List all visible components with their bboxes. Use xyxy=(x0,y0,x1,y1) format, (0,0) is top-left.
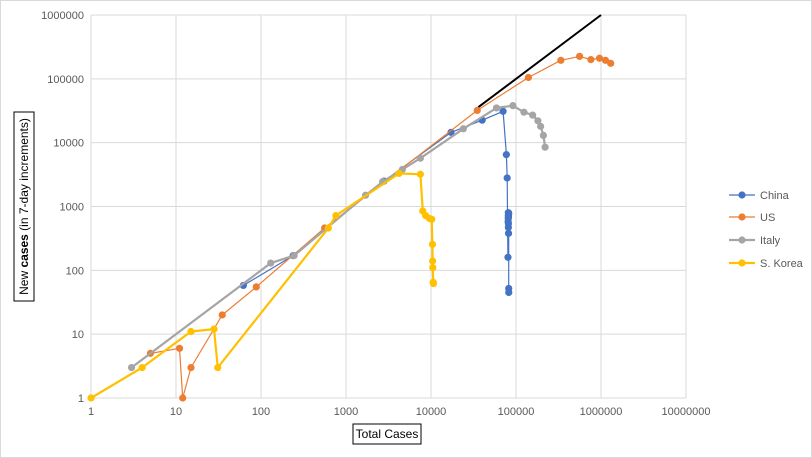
data-point-s-korea xyxy=(429,279,438,288)
data-point-italy xyxy=(127,363,136,372)
x-tick-label: 10 xyxy=(170,406,182,418)
y-tick-label: 100000 xyxy=(47,74,84,86)
data-point-us xyxy=(587,56,595,64)
data-point-china xyxy=(447,128,455,136)
reference-line-layer xyxy=(477,14,602,108)
legend-item-s-korea: S. Korea xyxy=(729,258,804,270)
data-point-s-korea xyxy=(416,170,424,178)
legend-label: China xyxy=(760,190,790,202)
data-point-italy xyxy=(416,154,424,162)
y-axis-title-bold: cases xyxy=(17,234,31,268)
data-point-china xyxy=(499,107,507,115)
data-point-s-korea xyxy=(214,363,222,372)
data-point-italy xyxy=(459,125,467,133)
data-point-italy xyxy=(509,102,517,110)
y-tick-label: 1000 xyxy=(60,202,84,214)
y-tick-label: 1000000 xyxy=(41,10,84,22)
y-tick-label: 10 xyxy=(72,329,84,341)
x-tick-label: 10000000 xyxy=(662,406,711,418)
y-axis-title: New cases (in 7-day increments) xyxy=(13,111,35,302)
x-tick-label: 100000 xyxy=(498,406,535,418)
y-axis-title-text: New cases (in 7-day increments) xyxy=(17,118,31,295)
data-point-s-korea xyxy=(429,257,437,265)
data-point-china xyxy=(503,174,511,182)
legend-item-china: China xyxy=(729,190,790,202)
data-point-italy xyxy=(267,259,275,267)
data-point-s-korea xyxy=(324,224,332,232)
legend-item-italy: Italy xyxy=(729,235,781,247)
legend-swatch-marker xyxy=(738,191,746,199)
x-tick-label: 1000000 xyxy=(580,406,623,418)
data-point-us xyxy=(218,311,226,319)
data-point-us xyxy=(187,363,195,372)
legend: China US Italy S. Korea xyxy=(729,190,804,270)
x-axis-title: Total Cases xyxy=(352,423,422,445)
data-point-us xyxy=(575,52,584,60)
x-tick-label: 1000 xyxy=(334,406,358,418)
data-point-china xyxy=(504,229,513,237)
legend-swatch-marker xyxy=(738,259,746,267)
data-point-s-korea xyxy=(187,327,195,336)
data-point-us xyxy=(179,394,187,402)
series-us xyxy=(146,52,615,402)
y-axis-title-post: (in 7-day increments) xyxy=(17,118,31,234)
data-point-us xyxy=(473,106,481,115)
data-point-italy xyxy=(539,131,547,139)
x-tick-label: 100 xyxy=(252,406,270,418)
data-point-s-korea xyxy=(138,363,146,372)
data-point-s-korea xyxy=(428,240,437,248)
y-tick-label: 1 xyxy=(78,393,84,405)
reference-line xyxy=(477,14,602,108)
legend-label: Italy xyxy=(760,235,781,247)
legend-swatch-marker xyxy=(738,236,746,244)
data-point-s-korea xyxy=(428,215,436,223)
data-point-italy xyxy=(541,143,549,151)
data-point-s-korea xyxy=(210,325,218,333)
data-point-china xyxy=(504,219,513,228)
data-point-italy xyxy=(492,104,501,112)
x-tick-label: 1 xyxy=(88,406,94,418)
x-tick-label: 10000 xyxy=(416,406,447,418)
y-axis-title-pre: New xyxy=(17,268,31,295)
data-point-us xyxy=(557,56,565,64)
data-point-s-korea xyxy=(395,169,403,178)
y-tick-labels: 1 10 100 1000 10000 100000 1000000 xyxy=(41,10,84,405)
data-point-china xyxy=(505,209,513,217)
data-point-italy xyxy=(529,111,537,119)
legend-label: S. Korea xyxy=(760,258,804,270)
series-s-korea xyxy=(87,169,438,402)
data-point-us xyxy=(607,59,615,67)
legend-label: US xyxy=(760,212,775,224)
data-point-china xyxy=(505,288,513,297)
legend-item-us: US xyxy=(729,212,775,224)
data-point-s-korea xyxy=(87,394,95,402)
legend-swatch-marker xyxy=(738,213,746,221)
data-point-italy xyxy=(537,122,545,130)
data-point-italy xyxy=(290,252,298,260)
data-point-us xyxy=(175,344,184,352)
series-layer xyxy=(87,52,615,402)
data-point-s-korea xyxy=(332,212,340,220)
data-point-china xyxy=(504,253,512,261)
data-point-italy xyxy=(520,108,528,116)
data-point-china xyxy=(502,151,510,159)
data-point-italy xyxy=(534,117,542,125)
data-point-us xyxy=(252,283,260,291)
data-point-s-korea xyxy=(429,264,437,272)
x-axis-title-text: Total Cases xyxy=(356,427,419,441)
data-point-us xyxy=(595,54,604,62)
y-tick-label: 100 xyxy=(66,265,84,277)
data-point-us xyxy=(524,73,533,82)
x-tick-labels: 1 10 100 1000 10000 100000 1000000 10000000 xyxy=(88,406,711,418)
y-tick-label: 10000 xyxy=(53,138,84,150)
